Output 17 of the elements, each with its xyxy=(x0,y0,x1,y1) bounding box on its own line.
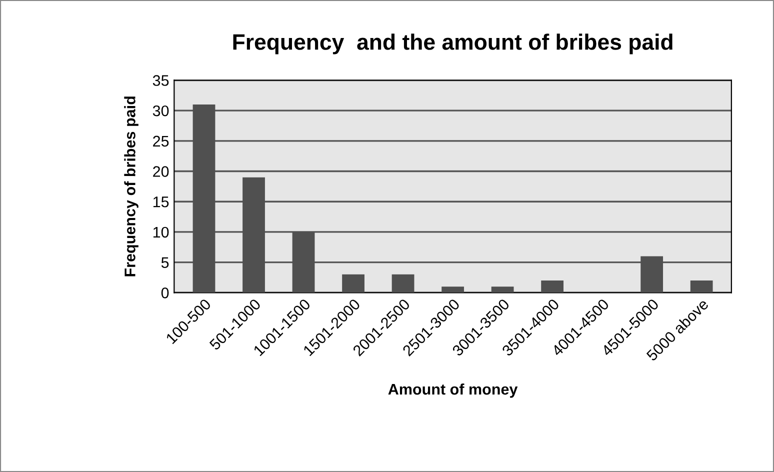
bar xyxy=(491,286,514,293)
bar xyxy=(392,274,414,293)
y-tick-label: 5 xyxy=(161,257,169,268)
bar xyxy=(690,280,713,293)
y-tick-label: 15 xyxy=(153,196,169,208)
y-tick-label: 25 xyxy=(153,136,169,147)
y-tick-label: 10 xyxy=(153,226,169,238)
bar xyxy=(342,274,364,293)
chart-title: Frequency and the amount of bribes paid xyxy=(233,34,672,54)
y-axis-title: Frequency of bribes paid xyxy=(124,96,138,276)
bar xyxy=(442,286,464,293)
y-tick-label: 35 xyxy=(152,75,169,86)
bar xyxy=(541,280,564,293)
y-tick-label: 30 xyxy=(152,105,169,116)
y-tick-label: 20 xyxy=(153,166,169,177)
x-axis-title: Amount of money xyxy=(388,383,518,398)
y-tick-label: 0 xyxy=(161,288,169,298)
